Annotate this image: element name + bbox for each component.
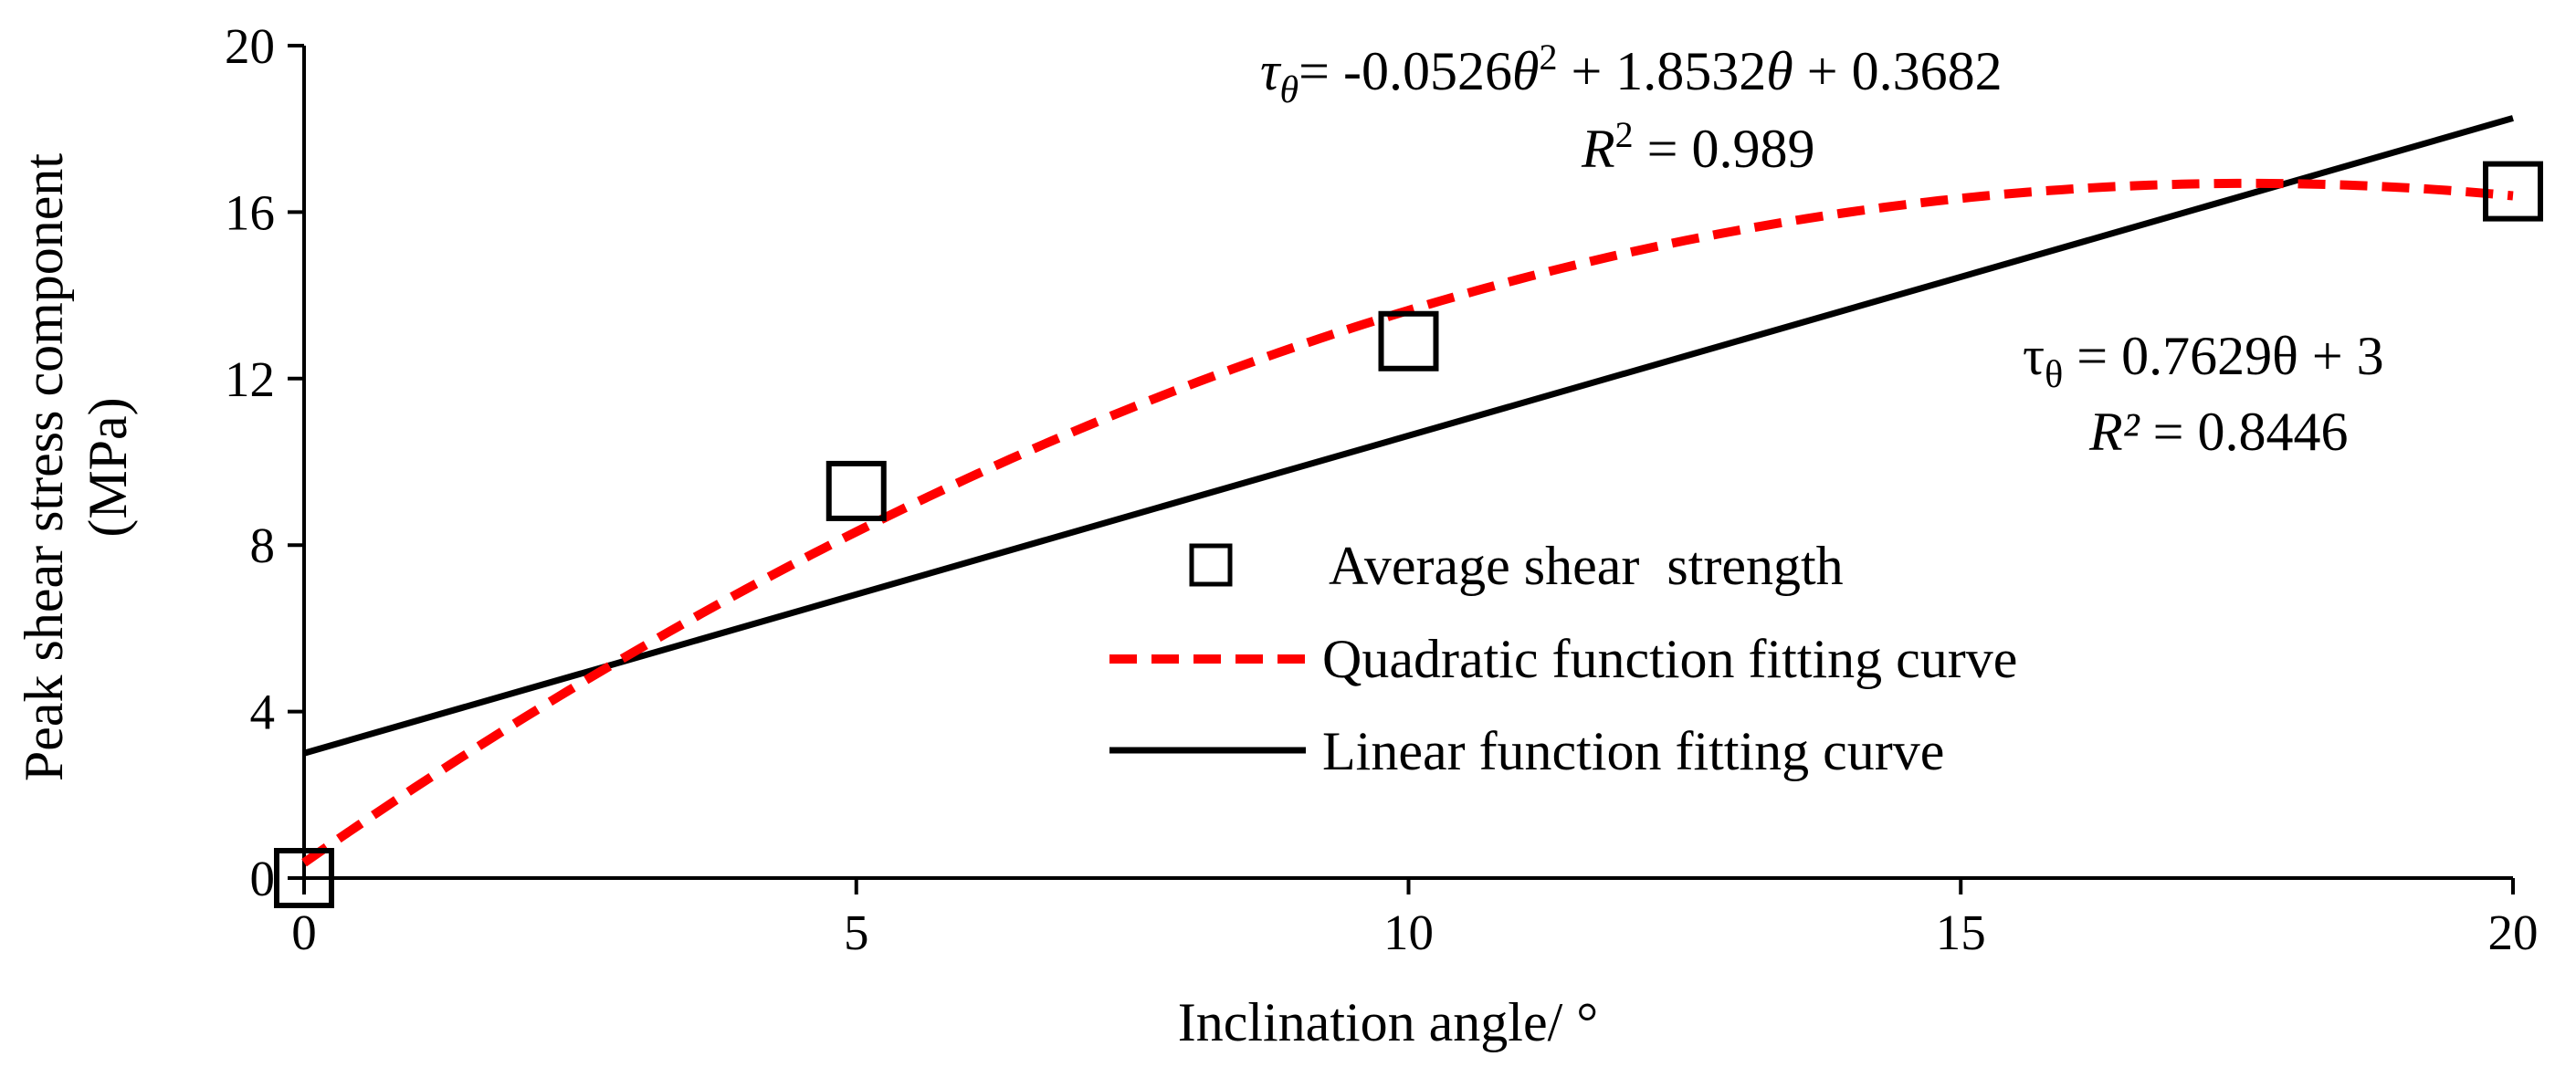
y-axis-title-line2: (MPa) [78, 397, 138, 537]
linear-r2: R² = 0.8446 [2088, 402, 2348, 462]
legend: Average shear strength Quadratic functio… [1109, 536, 2017, 781]
plot-area [274, 115, 2543, 908]
y-tick-label: 4 [250, 685, 276, 740]
y-axis-title-line1: Peak shear stress component [14, 153, 74, 781]
quadratic-fit-curve [301, 178, 2514, 867]
x-axis-ticks: 0 5 10 15 20 [291, 878, 2539, 960]
linear-equation: τθ = 0.7629θ + 3 [2023, 326, 2384, 396]
y-tick-label: 12 [225, 351, 275, 407]
legend-label-linear: Linear function fitting curve [1322, 721, 1944, 781]
average-shear-markers [274, 161, 2543, 908]
data-point [2483, 161, 2543, 222]
x-tick-label: 20 [2488, 905, 2539, 960]
legend-label-average: Average shear strength [1329, 536, 1844, 596]
linear-fit-line [303, 115, 2514, 757]
y-axis-ticks: 0 4 8 12 16 20 [225, 18, 304, 906]
quadratic-r2: R2 = 0.989 [1581, 114, 1815, 179]
y-tick-label: 8 [250, 518, 276, 573]
y-tick-label: 16 [225, 184, 275, 240]
data-point [1378, 310, 1439, 371]
x-tick-label: 5 [844, 905, 869, 960]
data-point [825, 460, 887, 521]
data-point [274, 848, 334, 908]
y-tick-label: 0 [250, 851, 276, 906]
x-tick-label: 10 [1383, 905, 1434, 960]
quadratic-equation: τθ= -0.0526θ2 + 1.8532θ + 0.3682 [1260, 37, 2003, 111]
y-tick-label: 20 [225, 18, 275, 74]
legend-label-quadratic: Quadratic function fitting curve [1322, 629, 2017, 689]
x-axis-title: Inclination angle/ ° [1178, 992, 1599, 1052]
x-tick-label: 0 [291, 905, 317, 960]
legend-marker-square [1189, 543, 1233, 587]
x-tick-label: 15 [1936, 905, 1986, 960]
